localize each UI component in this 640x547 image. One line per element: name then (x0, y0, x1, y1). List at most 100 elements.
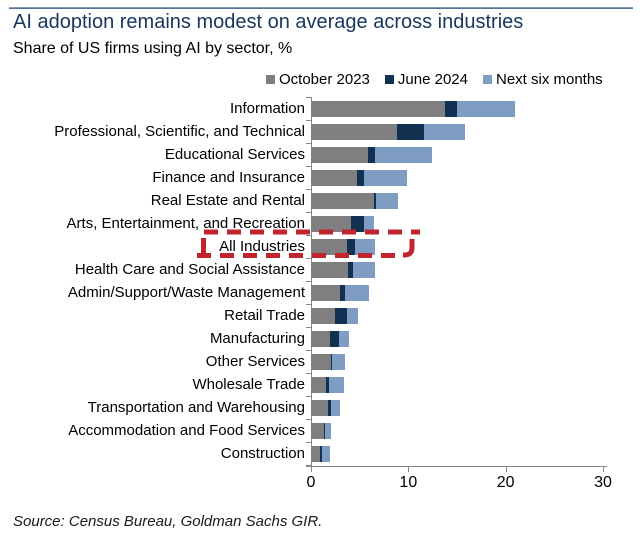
segment-next-six-months-real-estate-and-rental (376, 192, 398, 209)
legend-label-june-2024: June 2024 (397, 71, 468, 88)
segment-june-2024-real-estate-and-rental (374, 192, 377, 209)
bar-professional-scientific-and-technical (311, 123, 465, 140)
legend-label-october-2023: October 2023 (279, 71, 370, 88)
chart-row-manufacturing: Manufacturing (0, 327, 640, 350)
x-ticklabel-20: 20 (496, 474, 515, 491)
y-tick (306, 166, 311, 167)
segment-june-2024-transportation-and-warehousing (327, 399, 331, 416)
y-tick (306, 350, 311, 351)
top-rule (9, 7, 633, 9)
chart-row-arts-entertainment-and-recreation: Arts, Entertainment, and Recreation (0, 212, 640, 235)
segment-october-2023-information (311, 100, 446, 117)
category-label-construction: Construction (220, 445, 305, 462)
chart-title: AI adoption remains modest on average ac… (13, 11, 524, 33)
chart-row-construction: Construction (0, 442, 640, 465)
y-tick (306, 419, 311, 420)
bar-other-services (311, 353, 346, 370)
bar-transportation-and-warehousing (311, 399, 340, 416)
segment-june-2024-educational-services (368, 146, 376, 163)
segment-june-2024-other-services (330, 353, 333, 370)
category-label-educational-services: Educational Services (164, 146, 305, 163)
bar-admin-support-waste-management (311, 284, 370, 301)
legend-swatch-october-2023 (266, 75, 275, 84)
bar-construction (311, 445, 330, 462)
chart-row-educational-services: Educational Services (0, 143, 640, 166)
x-ticklabel-0: 0 (306, 474, 316, 491)
category-label-professional-scientific-and-technical: Professional, Scientific, and Technical (54, 123, 305, 140)
bar-all-industries (311, 238, 376, 255)
y-tick (306, 465, 311, 466)
segment-next-six-months-finance-and-insurance (364, 169, 408, 186)
category-label-admin-support-waste-management: Admin/Support/Waste Management (67, 284, 305, 301)
bar-arts-entertainment-and-recreation (311, 215, 375, 232)
bar-manufacturing (311, 330, 349, 347)
chart-row-other-services: Other Services (0, 350, 640, 373)
segment-june-2024-all-industries (347, 238, 355, 255)
bar-information (311, 100, 516, 117)
segment-october-2023-construction (311, 445, 320, 462)
chart-row-finance-and-insurance: Finance and Insurance (0, 166, 640, 189)
segment-june-2024-information (445, 100, 457, 117)
y-tick (306, 235, 311, 236)
x-tick-0 (311, 467, 312, 472)
category-label-information: Information (229, 100, 305, 117)
category-label-real-estate-and-rental: Real Estate and Rental (150, 192, 305, 209)
x-tick-20 (505, 467, 507, 472)
y-tick (306, 304, 311, 305)
segment-next-six-months-arts-entertainment-and-recreation (363, 215, 375, 232)
segment-june-2024-finance-and-insurance (356, 169, 365, 186)
x-axis-line (306, 466, 607, 467)
segment-october-2023-admin-support-waste-management (311, 284, 341, 301)
segment-october-2023-real-estate-and-rental (311, 192, 375, 209)
segment-october-2023-wholesale-trade (311, 376, 326, 393)
chart-row-professional-scientific-and-technical: Professional, Scientific, and Technical (0, 120, 640, 143)
segment-next-six-months-health-care-and-social-assistance (352, 261, 376, 278)
y-tick (306, 189, 311, 190)
chart-row-real-estate-and-rental: Real Estate and Rental (0, 189, 640, 212)
bar-real-estate-and-rental (311, 192, 398, 209)
segment-next-six-months-transportation-and-warehousing (330, 399, 340, 416)
segment-october-2023-arts-entertainment-and-recreation (311, 215, 351, 232)
segment-october-2023-health-care-and-social-assistance (311, 261, 348, 278)
bar-retail-trade (311, 307, 358, 324)
segment-next-six-months-educational-services (375, 146, 432, 163)
segment-october-2023-retail-trade (311, 307, 336, 324)
legend-item-june-2024: June 2024 (384, 71, 468, 88)
bar-accommodation-and-food-services (311, 422, 331, 439)
x-ticklabel-30: 30 (594, 474, 612, 491)
segment-next-six-months-other-services (332, 353, 346, 370)
plot-area: Information Professional, Scientific, and… (0, 97, 640, 491)
segment-june-2024-construction (319, 445, 323, 462)
segment-october-2023-accommodation-and-food-services (311, 422, 324, 439)
category-label-arts-entertainment-and-recreation: Arts, Entertainment, and Recreation (66, 215, 305, 232)
segment-october-2023-transportation-and-warehousing (311, 399, 328, 416)
y-tick (306, 120, 311, 121)
segment-next-six-months-construction (322, 445, 330, 462)
segment-october-2023-educational-services (311, 146, 369, 163)
category-label-health-care-and-social-assistance: Health Care and Social Assistance (74, 261, 305, 278)
legend-swatch-june-2024 (384, 75, 394, 84)
x-ticklabel-10: 10 (399, 474, 418, 491)
category-label-all-industries: All Industries (219, 238, 305, 255)
y-tick (306, 97, 311, 98)
y-tick (306, 143, 311, 144)
segment-june-2024-arts-entertainment-and-recreation (350, 215, 364, 232)
category-label-retail-trade: Retail Trade (224, 307, 305, 324)
all-industries-highlight-box (197, 229, 420, 258)
y-tick (306, 281, 311, 282)
legend-swatch-next-six-months (482, 75, 492, 84)
source-note: Source: Census Bureau, Goldman Sachs GIR… (13, 513, 323, 530)
y-axis-line (311, 97, 312, 467)
chart-row-information: Information (0, 97, 640, 120)
category-label-finance-and-insurance: Finance and Insurance (152, 169, 305, 186)
chart-row-retail-trade: Retail Trade (0, 304, 640, 327)
chart-subtitle: Share of US firms using AI by sector, % (13, 40, 293, 57)
bar-educational-services (311, 146, 432, 163)
segment-october-2023-manufacturing (311, 330, 330, 347)
x-tick-10 (408, 467, 410, 472)
segment-next-six-months-manufacturing (339, 330, 349, 347)
chart-row-transportation-and-warehousing: Transportation and Warehousing (0, 396, 640, 419)
category-label-wholesale-trade: Wholesale Trade (192, 376, 305, 393)
bar-finance-and-insurance (311, 169, 408, 186)
